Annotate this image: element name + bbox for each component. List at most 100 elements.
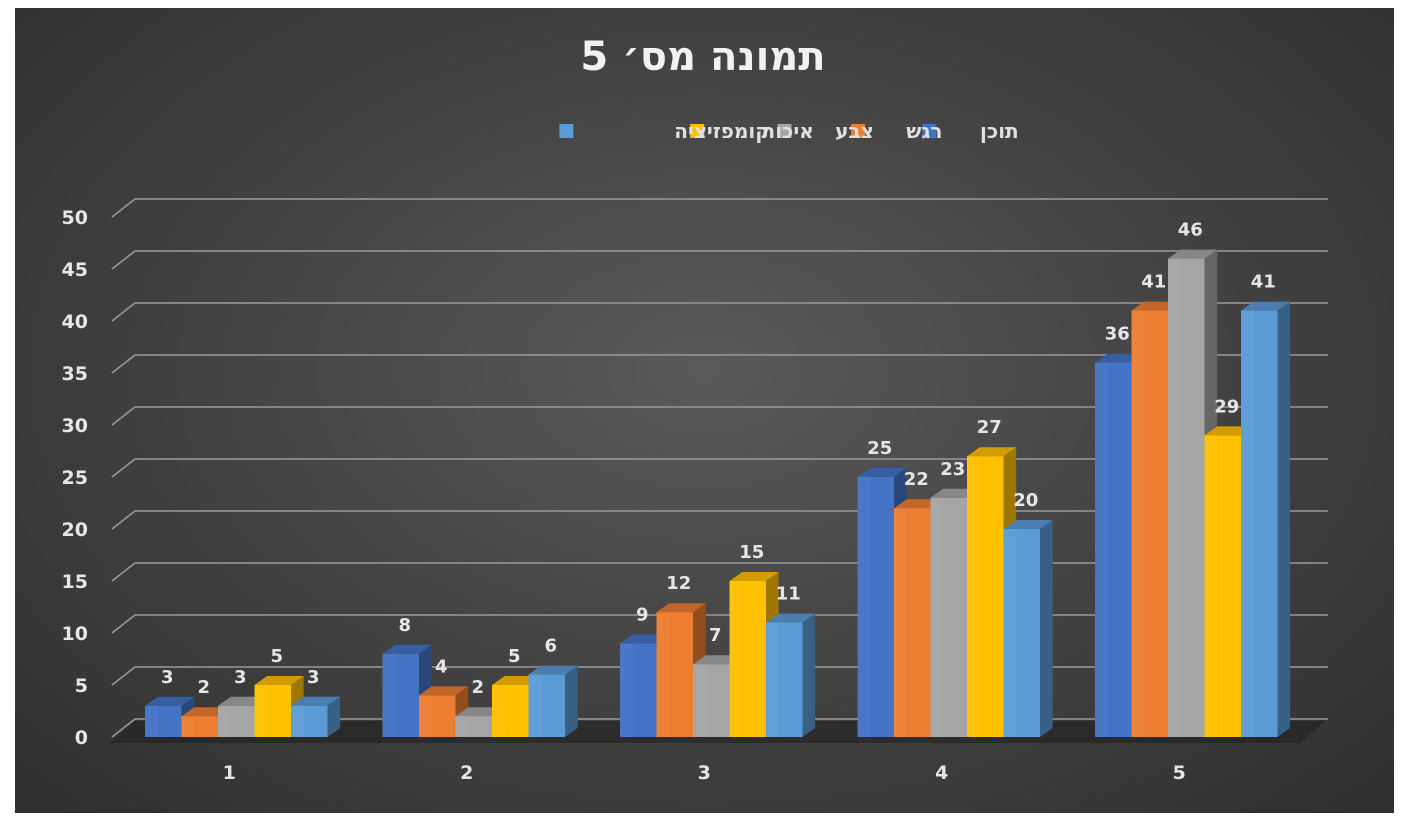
bar — [528, 665, 578, 737]
bar-front — [693, 664, 730, 737]
y-tick-label: 45 — [62, 259, 88, 281]
bar-highlight — [145, 705, 158, 737]
bar-front — [656, 612, 693, 737]
data-label: 11 — [776, 584, 801, 605]
bar — [766, 613, 816, 737]
data-label: 3 — [161, 667, 174, 688]
bar-top — [766, 613, 816, 623]
legend-item: איכות — [690, 119, 814, 143]
bar-top — [656, 603, 706, 613]
bar-side — [565, 665, 578, 737]
bar-front — [145, 705, 182, 737]
bar-highlight — [620, 643, 633, 737]
gridline — [111, 250, 1328, 270]
bar-highlight — [419, 695, 432, 737]
bar-highlight — [291, 705, 304, 737]
bar — [1131, 301, 1181, 737]
bar-front — [181, 716, 218, 737]
bar-front — [419, 695, 456, 737]
bar-side — [327, 696, 341, 737]
bar-highlight — [382, 653, 396, 737]
y-tick-label: 25 — [62, 467, 88, 489]
legend-swatch — [922, 124, 937, 138]
bar-front — [1168, 258, 1205, 737]
legend-label: צבע — [835, 119, 874, 143]
y-tick-label: 40 — [62, 311, 88, 333]
bar-top — [145, 696, 195, 706]
bar-highlight — [1131, 310, 1145, 737]
legend-swatch — [559, 124, 574, 138]
bar-top — [857, 468, 907, 477]
bar-highlight — [1241, 310, 1254, 737]
y-tick-label: 50 — [62, 207, 88, 229]
bar-highlight — [967, 456, 980, 737]
y-tick-label: 0 — [75, 727, 88, 749]
bar-highlight — [1003, 529, 1017, 737]
bar-highlight — [1168, 258, 1181, 737]
data-label: 5 — [270, 646, 283, 667]
bar-highlight — [857, 477, 871, 737]
bar-highlight — [930, 497, 944, 737]
data-label: 3 — [307, 667, 320, 688]
bar-highlight — [455, 716, 469, 737]
bar-front — [1241, 310, 1278, 737]
legend-item: רגש — [851, 119, 942, 143]
bar-highlight — [894, 508, 907, 737]
data-label: 4 — [435, 656, 448, 677]
data-label: 12 — [666, 573, 691, 594]
data-label: 41 — [1141, 272, 1166, 293]
legend-swatch — [851, 124, 866, 138]
data-label: 8 — [398, 615, 411, 636]
data-label: 25 — [867, 438, 892, 459]
bar-front — [1131, 310, 1168, 737]
data-label: 3 — [234, 667, 247, 688]
bar-front — [620, 643, 657, 737]
bar-highlight — [766, 622, 779, 737]
bar-front — [894, 508, 931, 737]
bar — [1241, 301, 1291, 737]
legend-label: קומפזיציה — [674, 119, 770, 143]
gridline — [111, 406, 1328, 426]
bar-side — [1277, 301, 1291, 737]
y-tick-label: 35 — [62, 363, 88, 385]
data-label: 7 — [709, 625, 722, 646]
bar-front — [857, 477, 894, 737]
bar-top — [729, 572, 779, 581]
data-label: 9 — [636, 604, 649, 625]
bar-top — [254, 676, 304, 685]
legend-swatch — [690, 124, 705, 138]
bar — [291, 696, 341, 737]
data-label: 27 — [977, 417, 1002, 438]
x-tick-label: 3 — [698, 762, 711, 784]
x-tick-label: 4 — [935, 762, 948, 784]
data-label: 36 — [1105, 324, 1130, 345]
bar — [1168, 249, 1218, 737]
bar — [729, 572, 779, 737]
bar-front — [930, 497, 967, 737]
bar-top — [419, 686, 469, 696]
legend-item: קומפזיציה — [559, 119, 770, 143]
y-tick-label: 5 — [75, 675, 88, 697]
legend-item: תוכן — [922, 119, 1019, 143]
bar — [145, 696, 195, 737]
legend-label: רגש — [906, 119, 942, 143]
bar-top — [1241, 301, 1291, 311]
x-tick-label: 2 — [460, 762, 473, 784]
bar-highlight — [492, 685, 505, 737]
data-label: 6 — [544, 636, 557, 657]
bar-front — [1204, 435, 1241, 737]
bar-front — [291, 705, 328, 737]
bar-front — [254, 685, 291, 737]
bar-highlight — [181, 716, 195, 737]
y-axis: 0 5 10 15 20 25 30 35 40 45 50 — [62, 207, 88, 749]
bar-highlight — [218, 705, 231, 737]
bar — [1003, 520, 1053, 737]
data-label: 2 — [471, 677, 484, 698]
data-label: 23 — [940, 459, 965, 480]
data-label: 15 — [739, 542, 764, 563]
bar-side — [802, 613, 816, 737]
gridline — [111, 198, 1328, 218]
bar — [967, 447, 1017, 737]
